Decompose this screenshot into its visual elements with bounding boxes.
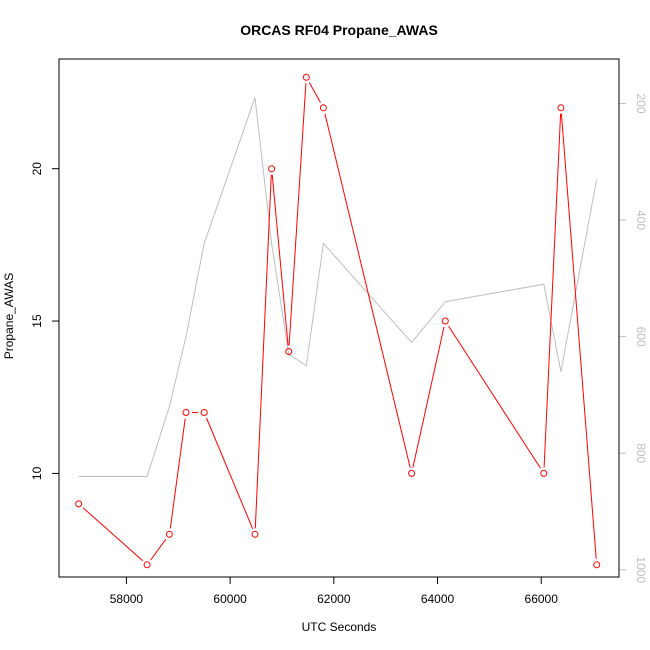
y2-tick-label: 400 bbox=[634, 210, 648, 230]
y2-tick-label: 200 bbox=[634, 94, 648, 114]
series-segment bbox=[543, 113, 562, 468]
y2-tick-label: 600 bbox=[634, 327, 648, 347]
x-tick-label: 60000 bbox=[213, 592, 247, 606]
series-segment bbox=[412, 326, 445, 468]
series-segment bbox=[324, 113, 411, 468]
data-point bbox=[165, 530, 173, 538]
data-point bbox=[408, 469, 416, 477]
series-segment bbox=[82, 507, 144, 562]
series-segment bbox=[254, 174, 272, 529]
y-tick-label: 10 bbox=[30, 466, 44, 480]
series-segment bbox=[206, 417, 254, 529]
data-point bbox=[540, 469, 548, 477]
x-tick-label: 64000 bbox=[421, 592, 455, 606]
y-tick-label: 20 bbox=[30, 162, 44, 176]
y-axis-label: Propane_AWAS bbox=[2, 273, 16, 360]
data-point bbox=[302, 73, 310, 81]
data-point bbox=[593, 561, 601, 569]
data-point bbox=[319, 104, 327, 112]
y2-tick-label: 1000 bbox=[634, 556, 648, 583]
x-axis-label: UTC Seconds bbox=[302, 620, 377, 634]
series-segment bbox=[448, 325, 542, 469]
data-point bbox=[251, 530, 259, 538]
data-point bbox=[441, 317, 449, 325]
data-point bbox=[557, 104, 565, 112]
series-segment bbox=[308, 82, 321, 103]
series-group bbox=[75, 73, 601, 569]
series-segment bbox=[560, 113, 597, 559]
data-point bbox=[200, 409, 208, 416]
data-point bbox=[143, 561, 151, 569]
x-tick-label: 58000 bbox=[110, 592, 144, 606]
chart-title: ORCAS RF04 Propane_AWAS bbox=[240, 22, 438, 38]
y2-tick-label: 800 bbox=[634, 443, 648, 463]
plot-frame bbox=[58, 58, 620, 578]
x-tick-label: 66000 bbox=[525, 592, 559, 606]
series-segment bbox=[169, 418, 186, 529]
y-tick-label: 15 bbox=[30, 314, 44, 328]
data-point bbox=[75, 500, 83, 508]
series-segment bbox=[288, 83, 307, 346]
series-segment bbox=[271, 174, 289, 346]
x-tick-label: 62000 bbox=[317, 592, 351, 606]
data-point bbox=[268, 165, 276, 173]
series-segment bbox=[150, 538, 167, 561]
data-point bbox=[182, 409, 190, 416]
data-point bbox=[285, 348, 293, 355]
